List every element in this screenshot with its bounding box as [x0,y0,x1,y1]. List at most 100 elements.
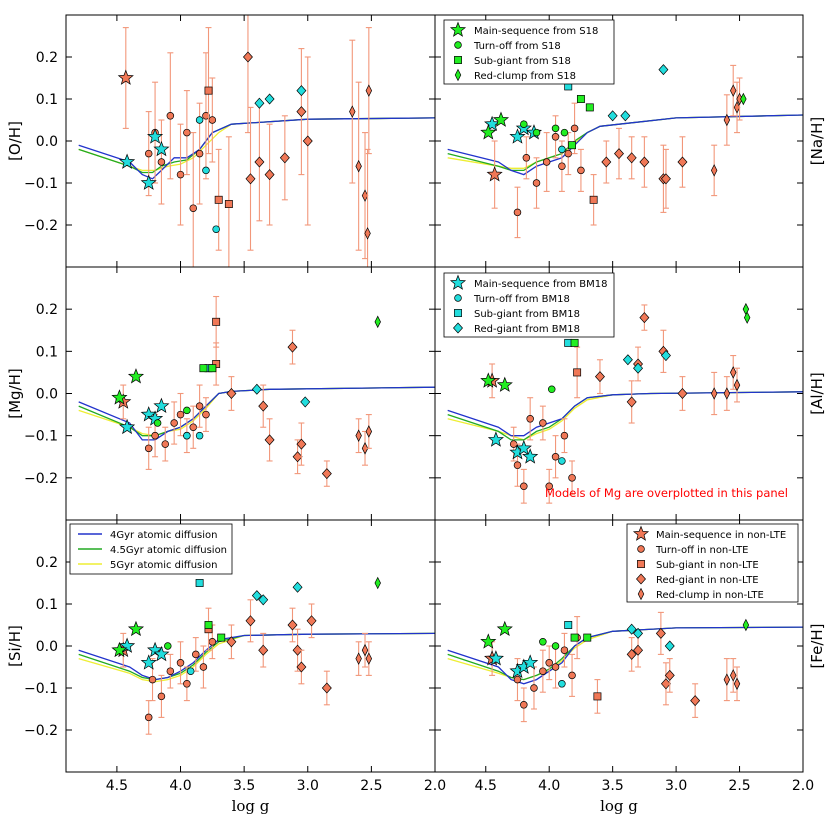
nonlte-point [151,431,159,440]
plot-area [447,64,803,239]
nonlte-point [593,692,602,701]
s18-point [551,124,560,133]
bm18-point [251,383,262,395]
nonlte-point [513,675,522,684]
s18-point [492,111,510,127]
nonlte-point [148,675,157,684]
legend-marker [637,545,645,553]
nonlte-point [245,173,256,185]
bm18-point [564,621,573,629]
bm18-point [658,64,669,76]
nonlte-point [355,429,362,442]
x-tick-label: 4.0 [538,778,560,794]
nonlte-point [730,84,737,97]
nonlte-point [551,453,560,461]
legend-label: Red-giant from BM18 [474,324,580,335]
legend-frame [443,272,615,338]
nonlte-point [730,366,737,379]
nonlte-point [526,415,534,423]
bm18-point [633,362,644,374]
panel-na: [Na/H] [434,14,826,268]
nonlte-point [176,659,185,667]
nonlte-point [639,156,650,168]
legend-marker [454,294,462,302]
y-tick-label: 0.0 [36,134,58,150]
nonlte-point [733,378,741,392]
nonlte-point [183,128,191,137]
bm18-point [509,128,526,144]
y-tick-label: 0.0 [36,639,58,655]
y-tick-label: 0.1 [36,92,58,108]
legend-marker [637,587,645,601]
s18-point [183,406,191,415]
nonlte-point [677,156,688,168]
y-tick-label: −0.1 [24,176,58,192]
legend-marker [454,68,462,82]
s18-point [164,642,172,650]
x-tick-label: 3.0 [297,778,319,794]
s18-point [111,641,128,658]
bm18-point [147,641,164,658]
nonlte-point [157,692,166,701]
nonlte-point [166,667,175,675]
bm18-point [119,153,136,169]
nonlte-point [189,204,197,212]
nonlte-point [226,636,237,648]
nonlte-point [183,680,191,688]
nonlte-point [539,667,547,675]
nonlte-point [568,474,576,482]
bm18-point [153,140,170,157]
nonlte-point [522,154,531,162]
nonlte-point [660,173,671,185]
nonlte-point [296,106,307,118]
bm18-point [140,406,157,422]
nonlte-point [710,387,718,400]
nonlte-point [486,166,503,182]
y-tick-label: −0.2 [24,471,58,487]
y-tick-label: −0.1 [24,681,58,697]
panel-o: −0.2 −0.1 0.0 0.1 0.2 [O/H] [6,14,436,268]
legend-marker [454,41,462,49]
nonlte-point [532,179,541,187]
nonlte-point [296,438,307,450]
legend-models: 4Gyr atomic diffusion 4.5Gyr atomic diffu… [69,523,233,575]
legend-s18: Main-sequence from S18 Turn-off from S18 S… [443,19,615,85]
s18-point [585,103,594,112]
x-tick-label: 2.0 [424,778,446,794]
s18-point [208,364,217,373]
x-tick-label: 4.5 [475,778,497,794]
nonlte-point [202,112,210,120]
y-tick-label: 0.1 [36,344,58,360]
y-tick-label: 0.2 [36,555,58,571]
plot-area [78,295,435,487]
bm18-point [558,680,566,688]
legend-marker [454,309,462,317]
legend-marker [449,21,467,37]
nonlte-point [568,671,576,680]
nonlte-point [176,410,185,419]
nonlte-point [208,638,217,646]
y-tick-label: 0.2 [36,50,58,66]
panel-fe: 4.5 4.0 3.5 3.0 2.5 2.0 [Fe/H] log g [434,519,826,815]
y-tick-label: 0.1 [36,597,58,613]
x-tick-label: 2.5 [728,778,750,794]
nonlte-point [349,105,356,118]
x-tick-label: 3.0 [665,778,687,794]
nonlte-point [626,648,637,660]
legend-marker [637,560,645,568]
nonlte-point [258,400,269,412]
bm18-point [622,354,633,366]
s18-point [204,621,213,629]
legend-label: Sub-giant from BM18 [474,309,580,320]
y-axis-label: [Fe/H] [808,623,826,668]
legend-label: 4.5Gyr atomic diffusion [110,545,227,556]
nonlte-point [176,170,185,179]
bm18-point [153,397,170,414]
s18-point [532,128,541,137]
nonlte-point [204,86,213,95]
legend-label: Sub-giant in non-LTE [656,560,759,571]
bm18-point [195,116,204,124]
s18-point [576,95,585,103]
nonlte-point [195,402,204,410]
y-axis-label: [Al/H] [808,372,826,414]
